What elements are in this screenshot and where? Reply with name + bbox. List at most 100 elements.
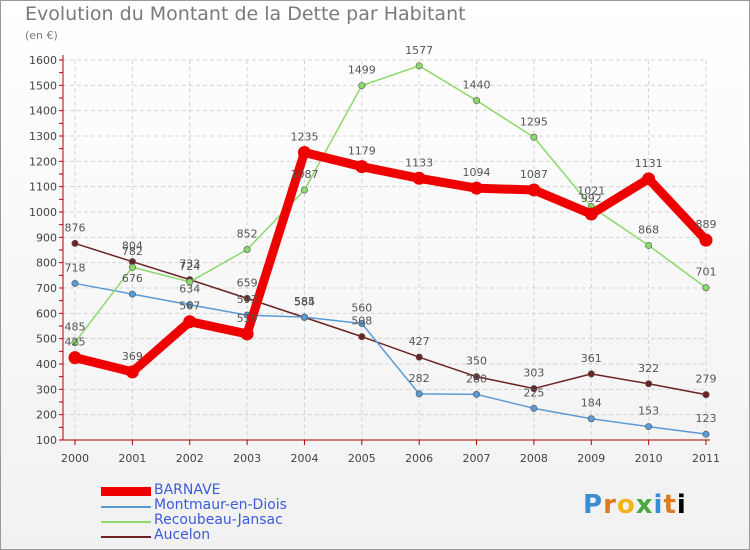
y-tick-label: 1600 [29,54,57,67]
legend-item-montmaur-en-diois: Montmaur-en-Diois [101,497,401,514]
data-point [473,97,481,105]
y-tick-label: 100 [36,434,57,447]
data-label: 1179 [348,145,376,158]
data-point [358,82,366,90]
y-tick-label: 1200 [29,155,57,168]
data-point [415,62,423,70]
y-tick-label: 200 [36,409,57,422]
data-label: 724 [179,260,200,273]
legend-label: Recoubeau-Jansac [154,512,283,528]
data-label: 485 [65,320,86,333]
data-point [702,284,710,292]
data-label: 584 [294,295,315,308]
data-label: 567 [179,300,200,313]
chart-subtitle: (en €) [25,29,58,42]
data-label: 303 [523,367,544,380]
data-point [473,373,481,381]
x-tick-label: 2007 [463,452,491,465]
data-label: 184 [581,397,602,410]
data-label: 804 [122,240,143,253]
x-tick-label: 2008 [520,452,548,465]
legend-label: Aucelon [154,527,211,543]
data-label: 1087 [520,168,548,181]
x-tick-label: 2001 [118,452,146,465]
data-label: 225 [523,386,544,399]
data-point [642,172,656,186]
x-tick-label: 2011 [692,452,720,465]
data-label: 280 [466,372,487,385]
data-label: 1577 [405,44,433,57]
data-label: 361 [581,352,602,365]
y-tick-label: 1300 [29,130,57,143]
x-tick-label: 2004 [290,452,318,465]
data-point [358,333,366,341]
data-point [699,233,713,247]
data-label: 782 [122,245,143,258]
data-label: 425 [65,336,86,349]
y-tick-label: 500 [36,333,57,346]
data-label: 369 [122,350,143,363]
data-point [71,239,79,247]
y-tick-label: 900 [36,231,57,244]
data-label: 1235 [290,130,318,143]
data-point [470,181,484,195]
data-label: 876 [65,221,86,234]
data-label: 153 [638,405,659,418]
data-label: 659 [237,276,258,289]
data-label: 868 [638,223,659,236]
series-group [68,62,713,438]
legend-item-aucelon: Aucelon [101,527,401,544]
proxiti-logo: Proxiti [583,490,687,520]
y-tick-label: 1500 [29,79,57,92]
data-label: 701 [696,266,717,279]
data-label: 519 [237,312,258,325]
data-point [645,423,653,431]
data-point [645,380,653,388]
data-label: 585 [294,295,315,308]
data-label: 593 [237,293,258,306]
legend-swatch [101,487,151,496]
legend-swatch [101,506,151,508]
data-point [530,404,538,412]
chart-title: Evolution du Montant de la Dette par Hab… [25,3,466,25]
data-point [300,186,308,194]
data-point [702,430,710,438]
series-line-aucelon [74,242,707,396]
data-point [297,145,311,159]
y-tick-label: 300 [36,383,57,396]
data-point [68,351,82,365]
data-point [587,415,595,423]
data-point [473,390,481,398]
data-point [587,370,595,378]
data-label: 1440 [463,79,491,92]
x-tick-label: 2005 [348,452,376,465]
data-point [71,279,79,287]
data-point [243,245,251,253]
data-label: 508 [351,315,372,328]
legend-item-barnave: BARNAVE [101,482,401,499]
data-point [128,290,136,298]
data-label: 1021 [577,185,605,198]
data-point [128,263,136,271]
legend: BARNAVE Montmaur-en-Diois Recoubeau-Jansac… [101,482,401,544]
data-point [415,390,423,398]
legend-item-recoubeau-jansac: Recoubeau-Jansac [101,512,401,529]
data-point [186,301,194,309]
data-label: 992 [581,192,602,205]
data-label: 733 [179,258,200,271]
data-point [300,313,308,321]
data-label: 427 [409,335,430,348]
data-label: 1133 [405,156,433,169]
data-label: 676 [122,272,143,285]
data-point [358,319,366,327]
data-label: 1094 [463,166,491,179]
data-label: 322 [638,362,659,375]
x-tick-label: 2010 [635,452,663,465]
data-point [415,353,423,361]
data-label: 282 [409,372,430,385]
series-line-montmaur-en-diois [74,282,707,435]
data-point [645,241,653,249]
x-tick-label: 2002 [176,452,204,465]
legend-swatch [101,536,151,538]
